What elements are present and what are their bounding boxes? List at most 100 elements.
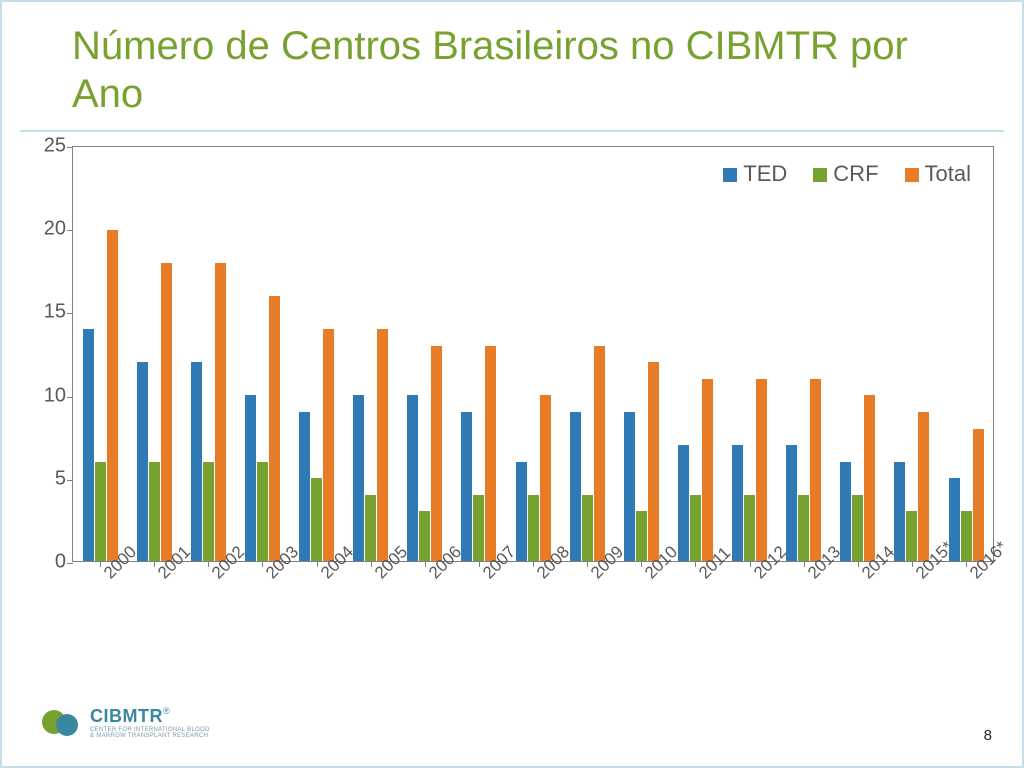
bar: [95, 462, 106, 561]
bar: [377, 329, 388, 561]
bar-group: 2009: [560, 147, 614, 561]
bar-group: 2007: [452, 147, 506, 561]
x-axis-tick: [371, 561, 372, 567]
bar: [191, 362, 202, 561]
bar: [973, 429, 984, 561]
bar-group: 2011: [668, 147, 722, 561]
bar: [516, 462, 527, 561]
legend-item: TED: [723, 161, 787, 187]
bar: [161, 263, 172, 561]
bars-container: 2000200120022003200420052006200720082009…: [73, 147, 993, 561]
bar: [149, 462, 160, 561]
bar: [245, 395, 256, 561]
legend-item: Total: [905, 161, 971, 187]
bar: [419, 511, 430, 561]
bar: [636, 511, 647, 561]
bar: [540, 395, 551, 561]
legend-swatch: [813, 168, 827, 182]
x-axis-tick: [100, 561, 101, 567]
x-axis-tick: [533, 561, 534, 567]
bar-group: 2002: [181, 147, 235, 561]
bar: [582, 495, 593, 561]
bar: [323, 329, 334, 561]
bar-group: 2005: [344, 147, 398, 561]
logo-circle-teal: [56, 714, 78, 736]
bar: [906, 511, 917, 561]
bar: [485, 346, 496, 561]
x-axis-tick: [804, 561, 805, 567]
bar: [311, 478, 322, 561]
bar: [83, 329, 94, 561]
page-title: Número de Centros Brasileiros no CIBMTR …: [2, 2, 932, 130]
y-axis-tick: [67, 480, 73, 481]
bar-group: 2014: [831, 147, 885, 561]
y-axis-tick: [67, 563, 73, 564]
bar: [299, 412, 310, 561]
bar: [269, 296, 280, 561]
bar: [215, 263, 226, 561]
bar: [624, 412, 635, 561]
bar-group: 2003: [235, 147, 289, 561]
bar: [678, 445, 689, 561]
bar: [786, 445, 797, 561]
bar: [702, 379, 713, 561]
bar-group: 2016*: [939, 147, 993, 561]
y-axis-label: 10: [20, 384, 66, 407]
bar: [137, 362, 148, 561]
legend-label: CRF: [833, 161, 878, 186]
y-axis-tick: [67, 313, 73, 314]
bar-group: 2006: [398, 147, 452, 561]
bar: [257, 462, 268, 561]
bar: [732, 445, 743, 561]
logo-mark: [42, 708, 82, 738]
bar-group: 2001: [127, 147, 181, 561]
legend-label: Total: [925, 161, 971, 186]
y-axis-label: 0: [20, 551, 66, 574]
y-axis-label: 5: [20, 467, 66, 490]
logo-registered: ®: [163, 706, 170, 716]
bar-group: 2000: [73, 147, 127, 561]
x-axis-tick: [912, 561, 913, 567]
bar-group: 2013: [777, 147, 831, 561]
bar-group: 2015*: [885, 147, 939, 561]
bar: [528, 495, 539, 561]
title-divider: [20, 130, 1004, 132]
bar: [798, 495, 809, 561]
y-axis-label: 20: [20, 218, 66, 241]
x-axis-tick: [966, 561, 967, 567]
bar: [852, 495, 863, 561]
y-axis-tick: [67, 230, 73, 231]
page-number: 8: [984, 727, 992, 744]
y-axis-tick: [67, 147, 73, 148]
bar: [810, 379, 821, 561]
x-axis-tick: [858, 561, 859, 567]
bar: [894, 462, 905, 561]
bar: [203, 462, 214, 561]
bar: [840, 462, 851, 561]
plot-area: 2000200120022003200420052006200720082009…: [72, 146, 994, 562]
bar: [353, 395, 364, 561]
bar: [473, 495, 484, 561]
x-axis-tick: [317, 561, 318, 567]
x-axis-tick: [425, 561, 426, 567]
logo-subtitle-2: & MARROW TRANSPLANT RESEARCH: [90, 733, 210, 740]
legend-label: TED: [743, 161, 787, 186]
logo-text: CIBMTR® CENTER FOR INTERNATIONAL BLOOD &…: [90, 706, 210, 740]
logo-name: CIBMTR: [90, 706, 163, 726]
bar-group: 2008: [506, 147, 560, 561]
chart: 2000200120022003200420052006200720082009…: [20, 142, 1004, 622]
y-axis-tick: [67, 397, 73, 398]
bar: [431, 346, 442, 561]
bar: [756, 379, 767, 561]
bar: [407, 395, 418, 561]
bar: [461, 412, 472, 561]
bar-group: 2012: [723, 147, 777, 561]
bar: [107, 230, 118, 561]
bar: [918, 412, 929, 561]
bar-group: 2010: [614, 147, 668, 561]
bar-group: 2004: [290, 147, 344, 561]
bar: [744, 495, 755, 561]
y-axis-label: 25: [20, 135, 66, 158]
legend-swatch: [723, 168, 737, 182]
legend-item: CRF: [813, 161, 878, 187]
